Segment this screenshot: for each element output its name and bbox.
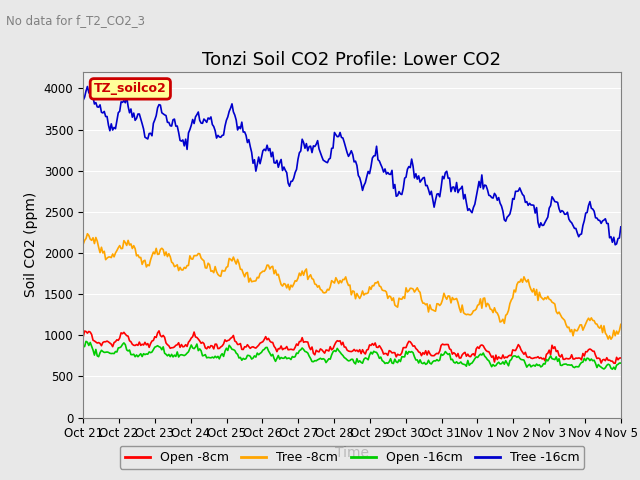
Tree -16cm <box>617 224 625 230</box>
Tree -8cm <box>84 231 92 237</box>
Tree -8cm <box>617 322 625 327</box>
Tree -8cm <box>357 293 365 299</box>
Tree -16cm <box>84 84 92 89</box>
Tree -16cm <box>116 108 124 114</box>
Open -8cm <box>617 355 625 361</box>
Line: Tree -8cm: Tree -8cm <box>83 234 621 339</box>
Text: TZ_soilco2: TZ_soilco2 <box>94 83 166 96</box>
Open -16cm <box>544 358 552 364</box>
Open -16cm <box>82 338 90 344</box>
Line: Open -16cm: Open -16cm <box>83 341 621 369</box>
Tree -8cm <box>616 328 623 334</box>
Open -8cm <box>98 343 106 348</box>
Open -8cm <box>115 337 122 343</box>
Open -16cm <box>617 360 625 366</box>
Tree -16cm <box>79 97 87 103</box>
Open -8cm <box>357 351 365 357</box>
Open -8cm <box>616 355 623 361</box>
X-axis label: Time: Time <box>335 446 369 460</box>
Tree -16cm <box>616 235 623 241</box>
Y-axis label: Soil CO2 (ppm): Soil CO2 (ppm) <box>24 192 38 298</box>
Open -16cm <box>464 358 472 363</box>
Open -8cm <box>155 328 163 334</box>
Text: No data for f_T2_CO2_3: No data for f_T2_CO2_3 <box>6 14 145 27</box>
Title: Tonzi Soil CO2 Profile: Lower CO2: Tonzi Soil CO2 Profile: Lower CO2 <box>202 51 502 69</box>
Tree -8cm <box>116 243 124 249</box>
Tree -8cm <box>79 241 87 247</box>
Open -16cm <box>79 344 87 350</box>
Line: Open -8cm: Open -8cm <box>83 331 621 363</box>
Open -8cm <box>611 360 619 366</box>
Open -8cm <box>464 351 472 357</box>
Open -16cm <box>357 360 365 365</box>
Tree -16cm <box>99 110 107 116</box>
Tree -8cm <box>544 293 552 299</box>
Legend: Open -8cm, Tree -8cm, Open -16cm, Tree -16cm: Open -8cm, Tree -8cm, Open -16cm, Tree -… <box>120 446 584 469</box>
Open -8cm <box>544 350 552 356</box>
Tree -16cm <box>611 242 619 248</box>
Tree -16cm <box>544 214 552 220</box>
Tree -8cm <box>464 312 472 317</box>
Tree -8cm <box>99 250 107 256</box>
Line: Tree -16cm: Tree -16cm <box>83 86 621 245</box>
Open -16cm <box>611 366 619 372</box>
Open -16cm <box>116 345 124 350</box>
Tree -16cm <box>464 207 472 213</box>
Tree -16cm <box>357 180 365 186</box>
Tree -8cm <box>607 336 615 342</box>
Open -8cm <box>79 334 87 340</box>
Open -16cm <box>99 348 107 354</box>
Open -16cm <box>616 360 623 366</box>
